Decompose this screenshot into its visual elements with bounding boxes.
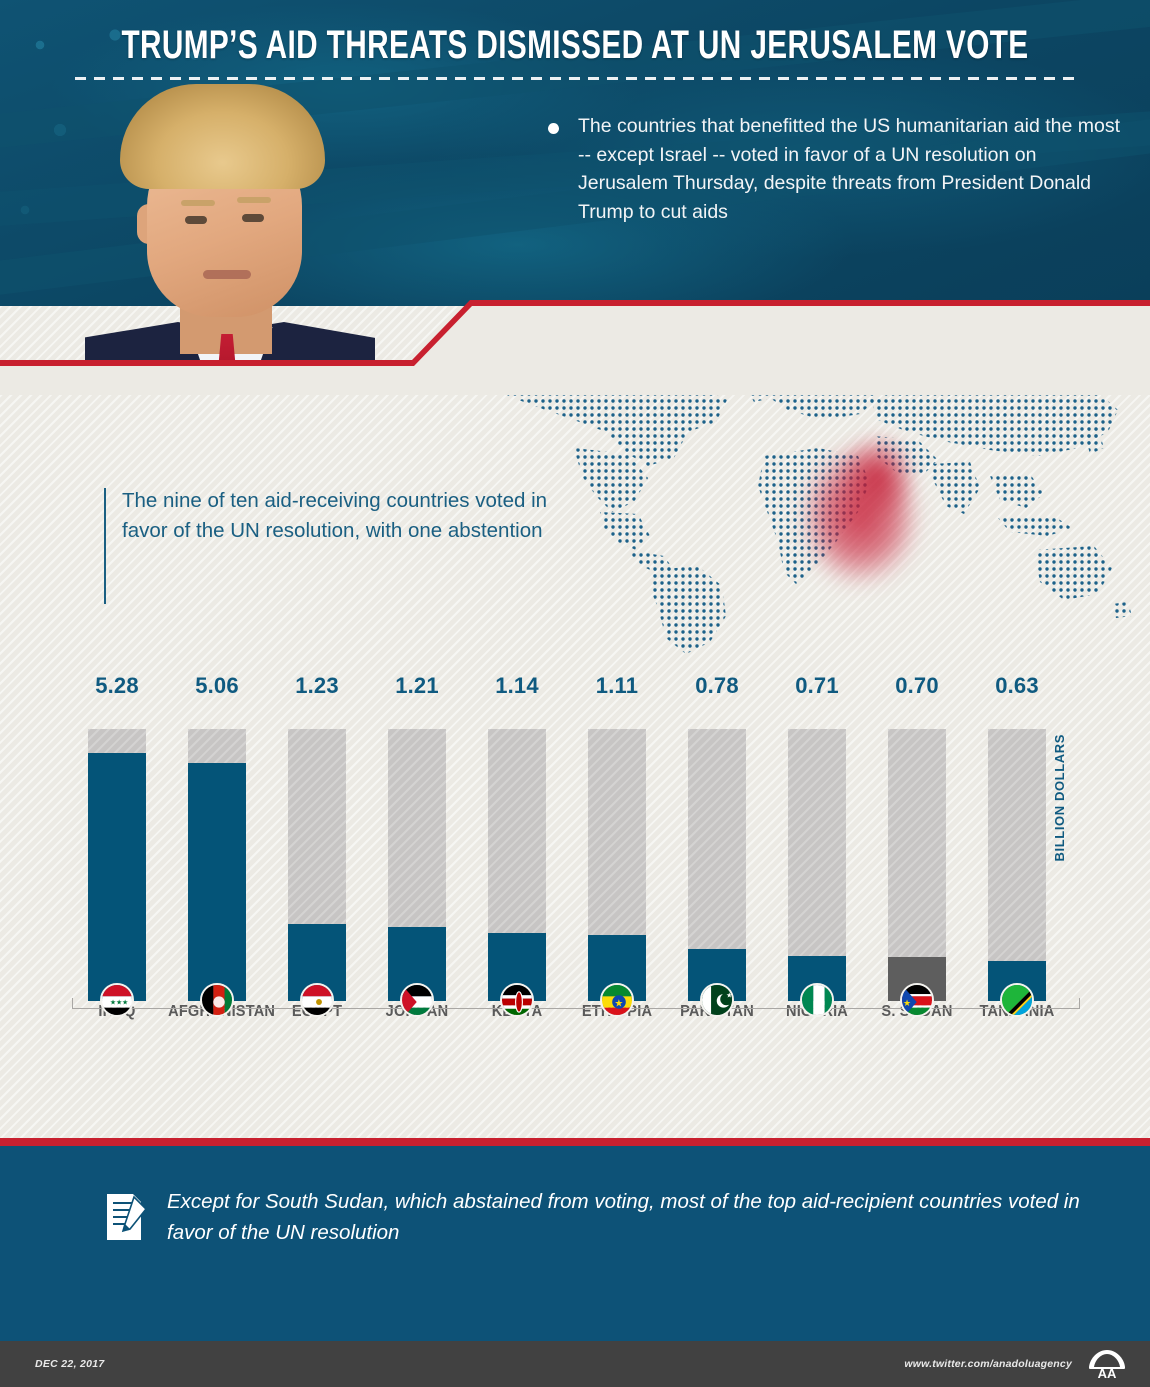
bar-track — [288, 729, 346, 1001]
chart-caption: The nine of ten aid-receiving countries … — [104, 486, 554, 604]
ethiopia-flag-icon: ★ — [600, 983, 634, 1017]
svg-text:★: ★ — [903, 998, 911, 1008]
bullet-dot-icon — [548, 123, 559, 134]
kenya-flag-icon — [500, 983, 534, 1017]
caption-text: The nine of ten aid-receiving countries … — [122, 489, 548, 542]
bar-value-label: 0.70 — [895, 673, 939, 698]
caption-left-rule — [104, 488, 106, 604]
eye-right — [242, 214, 264, 222]
eye-left — [185, 216, 207, 224]
bar-column-south-sudan[interactable]: 0.70 ★ S. SUDAN — [881, 673, 952, 1020]
svg-text:★: ★ — [726, 991, 732, 999]
bar-track — [88, 729, 146, 1001]
footer-note-text: Except for South Sudan, which abstained … — [167, 1190, 1080, 1244]
aa-logo: AA — [1086, 1349, 1128, 1381]
bar-value-label: 0.71 — [795, 673, 839, 698]
svg-text:★: ★ — [614, 999, 623, 1010]
eyebrow-left — [181, 200, 215, 206]
trump-portrait-photo — [85, 84, 375, 384]
bar-track — [388, 729, 446, 1001]
bar-column-kenya[interactable]: 1.14 KENYA — [488, 673, 546, 1020]
eyebrow-right — [237, 197, 271, 203]
bar-fill — [88, 753, 146, 1001]
bar-value-label: 1.14 — [495, 673, 539, 698]
page-title: TRUMP’S AID THREATS DISMISSED AT UN JERU… — [121, 22, 1029, 67]
jordan-flag-icon — [400, 983, 434, 1017]
bar-track — [188, 729, 246, 1001]
title-container: TRUMP’S AID THREATS DISMISSED AT UN JERU… — [0, 22, 1150, 67]
bar-column-nigeria[interactable]: 0.71 NIGERIA — [786, 673, 848, 1020]
bar-value-label: 5.06 — [195, 673, 239, 698]
axis-tick-left — [72, 998, 73, 1009]
pakistan-flag-icon: ★ — [700, 983, 734, 1017]
main-content-area: The nine of ten aid-receiving countries … — [0, 306, 1150, 1138]
bar-track — [988, 729, 1046, 1001]
svg-text:AA: AA — [1098, 1366, 1117, 1379]
bottom-credit-bar: DEC 22, 2017 www.twitter.com/anadoluagen… — [0, 1341, 1150, 1387]
bar-value-label: 1.21 — [395, 673, 439, 698]
bar-fill — [188, 763, 246, 1001]
header-banner: TRUMP’S AID THREATS DISMISSED AT UN JERU… — [0, 0, 1150, 395]
bar-track — [688, 729, 746, 1001]
title-dashed-divider — [75, 77, 1075, 80]
intro-bullet-block: The countries that benefitted the US hum… — [548, 112, 1128, 226]
bar-value-label: 0.63 — [995, 673, 1039, 698]
bar-column-pakistan[interactable]: 0.78 ★ PAKISTAN — [680, 673, 754, 1020]
publication-date: DEC 22, 2017 — [35, 1358, 105, 1370]
footer-red-divider — [0, 1138, 1150, 1146]
footer-note-panel: Except for South Sudan, which abstained … — [0, 1146, 1150, 1341]
bar-column-ethiopia[interactable]: 1.11 ★ ETHIOPIA — [582, 673, 652, 1020]
map-highlight-heat-core — [838, 431, 918, 521]
chart-baseline-axis — [72, 1008, 1080, 1009]
iraq-flag-icon: ★★★ — [100, 983, 134, 1017]
mouth — [203, 270, 251, 279]
south-sudan-flag-icon: ★ — [900, 983, 934, 1017]
intro-bullet-text: The countries that benefitted the US hum… — [578, 115, 1120, 223]
bar-track — [488, 729, 546, 1001]
bar-value-label: 0.78 — [695, 673, 739, 698]
egypt-flag-icon — [300, 983, 334, 1017]
svg-text:★★★: ★★★ — [110, 998, 128, 1006]
bar-value-label: 1.11 — [595, 673, 639, 698]
twitter-url[interactable]: www.twitter.com/anadoluagency — [904, 1358, 1072, 1370]
bar-column-tanzania[interactable]: 0.63 TANZANIA — [980, 673, 1055, 1020]
bar-column-iraq[interactable]: 5.28 ★★★ IRAQ — [88, 673, 146, 1020]
tanzania-flag-icon — [1000, 983, 1034, 1017]
afghanistan-flag-icon — [200, 983, 234, 1017]
bar-column-jordan[interactable]: 1.21 JORDAN — [386, 673, 448, 1020]
bar-track — [788, 729, 846, 1001]
nigeria-flag-icon — [800, 983, 834, 1017]
hair — [120, 84, 325, 189]
bars-container: 5.28 ★★★ IRAQ 5.06 AFGHANISTAN — [88, 673, 1088, 1020]
bar-column-egypt[interactable]: 1.23 EGYPT — [288, 673, 346, 1020]
note-document-icon — [103, 1191, 149, 1243]
bar-column-afghanistan[interactable]: 5.06 AFGHANISTAN — [168, 673, 275, 1020]
y-axis-label: BILLION DOLLARS — [1052, 734, 1067, 862]
bar-track — [888, 729, 946, 1001]
bar-value-label: 5.28 — [95, 673, 139, 698]
aid-bar-chart: 5.28 ★★★ IRAQ 5.06 AFGHANISTAN — [0, 673, 1150, 1076]
bar-value-label: 1.23 — [295, 673, 339, 698]
bar-track — [588, 729, 646, 1001]
axis-tick-right — [1079, 998, 1080, 1009]
